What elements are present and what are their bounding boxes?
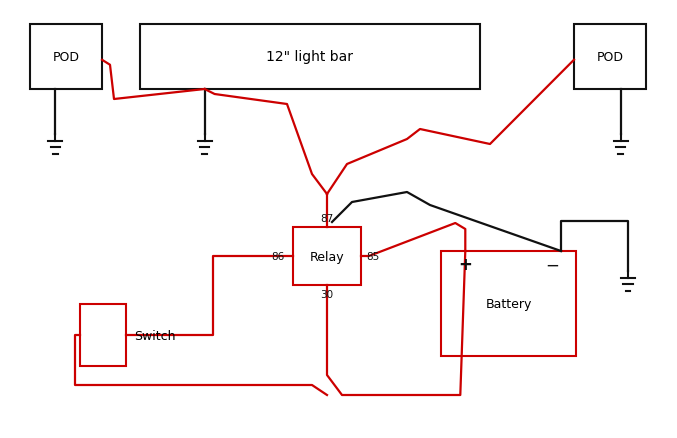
Text: 12" light bar: 12" light bar bbox=[267, 50, 353, 64]
Text: 30: 30 bbox=[320, 289, 334, 299]
Text: Switch: Switch bbox=[134, 329, 175, 342]
Bar bbox=[441, 251, 576, 356]
Bar bbox=[293, 227, 361, 285]
Bar bbox=[140, 25, 480, 90]
Text: 86: 86 bbox=[271, 251, 285, 261]
Text: POD: POD bbox=[596, 51, 624, 64]
Text: 85: 85 bbox=[366, 251, 380, 261]
Text: POD: POD bbox=[53, 51, 79, 64]
Bar bbox=[30, 25, 102, 90]
Bar bbox=[574, 25, 646, 90]
Bar bbox=[80, 304, 126, 366]
Text: Battery: Battery bbox=[485, 297, 531, 310]
Text: Relay: Relay bbox=[309, 250, 345, 263]
Text: +: + bbox=[458, 256, 473, 274]
Text: −: − bbox=[545, 256, 559, 274]
Text: 87: 87 bbox=[320, 214, 334, 224]
